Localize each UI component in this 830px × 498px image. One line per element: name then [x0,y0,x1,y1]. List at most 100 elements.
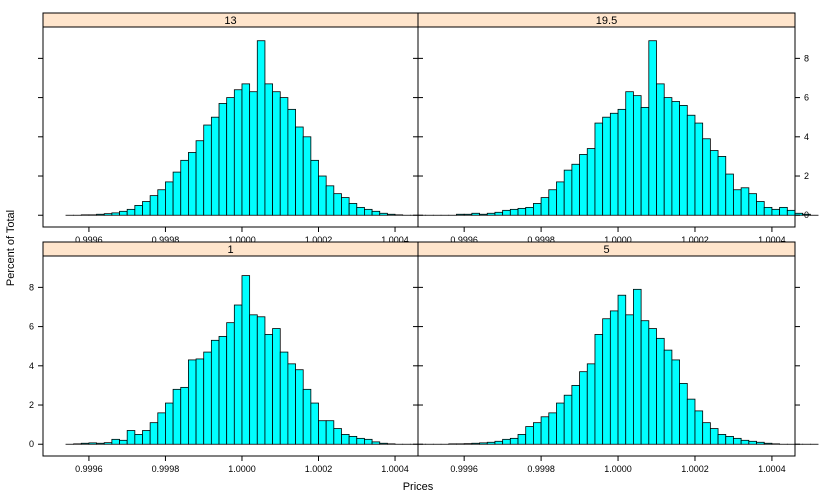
x-tick-label: 0.9996 [450,464,478,474]
histogram-bar [364,208,373,216]
histogram-bar [188,152,197,216]
x-tick-label: 1.0004 [381,235,409,245]
histogram-bar [134,205,143,216]
y-axis-title: Percent of Total [5,210,17,286]
y-tick-label: 8 [804,53,809,63]
panel-1: 13 0.9996 0.9998 1.0000 1.0002 1.0004 [38,12,442,245]
panel-frame [417,26,796,228]
x-tick-label: 0.9998 [152,464,180,474]
histogram-bar [386,213,396,216]
histogram-bar [725,435,734,445]
histogram-bar [594,334,604,445]
y-tick-label: 8 [29,282,34,292]
histogram-bar [295,126,304,216]
histogram-bar [318,175,327,216]
histogram-bar [563,394,573,445]
histogram-bar [733,189,742,216]
histogram-bar [302,388,312,445]
histogram-bar [571,163,580,216]
histogram-bar [702,138,711,216]
histogram-bar [656,83,665,216]
histogram-bar [348,203,358,216]
histogram-bar [509,208,519,216]
histogram-bar [502,209,511,216]
histogram-bar [310,159,319,216]
x-tick-label: 1.0000 [604,464,632,474]
histogram-bar [279,97,289,216]
histogram-bar [80,442,90,445]
histogram-bar [119,439,128,445]
histogram-bar [786,209,796,216]
histogram-bar [471,442,480,445]
histogram-bar [348,435,358,445]
histogram-bar [364,438,373,445]
histogram-bar [295,369,304,445]
x-tick-label: 1.0000 [228,235,256,245]
histogram-bar [111,212,120,216]
histogram-bar [256,40,266,216]
histogram-bar [379,442,388,445]
histogram-bar [586,363,596,445]
histogram-bar [494,440,504,445]
histogram-bar [533,203,542,216]
histogram-bar [233,304,243,445]
x-tick-label: 0.9998 [152,235,180,245]
histogram-bar [686,398,696,445]
histogram-bar [556,181,565,216]
histogram-bar [548,412,557,445]
histogram-bar [165,181,174,216]
histogram-bar [509,437,519,445]
histogram-bar [625,91,634,216]
x-tick-label: 1.0004 [758,464,786,474]
histogram-bar [540,197,550,216]
panel-4: 5 0.9996 0.9998 1.0000 1.0002 1.0004 [413,241,819,474]
strip-label: 1 [227,244,233,256]
histogram-bar [241,83,251,216]
histogram-bar [625,314,634,445]
histogram-bar [579,154,588,216]
histogram-bar [594,122,604,216]
y-tick-label: 4 [29,361,34,371]
histogram-bar [648,328,657,445]
histogram-bar [586,148,596,216]
histogram-bar [165,402,174,445]
histogram-bar [540,416,550,445]
x-tick-label: 1.0002 [305,235,333,245]
histogram-bar [756,441,765,445]
strip-label: 13 [224,15,236,27]
y-tick-label: 0 [29,439,34,449]
histogram-bar [371,210,381,216]
histogram-bar [341,434,350,445]
histogram-bar [479,213,488,216]
y-tick-label: 6 [804,93,809,103]
histogram-bar [663,97,673,216]
histogram-bar [486,441,496,445]
histogram-bar [709,150,719,216]
histogram-bar [249,91,258,216]
histogram-bar [126,208,136,216]
panels-layer: 13 0.9996 0.9998 1.0000 1.0002 1.0004 19.5 0.99… [29,12,819,474]
x-tick-label: 0.9998 [527,464,555,474]
histogram-bar [279,351,289,445]
histogram-bar [463,213,473,216]
x-tick-label: 1.0000 [604,235,632,245]
histogram-bar [210,339,220,445]
histogram-bar [502,438,511,445]
x-tick-label: 0.9996 [450,235,478,245]
x-tick-label: 1.0004 [381,464,409,474]
histogram-bar [195,140,205,216]
histogram-bar [119,210,128,216]
histogram-bar [142,201,151,216]
histogram-bar [96,442,105,445]
histogram-bar [226,322,235,445]
histogram-bar [486,212,496,216]
histogram-bar [648,40,657,216]
histogram-bar [740,187,750,216]
y-tick-label: 2 [29,400,34,410]
y-tick-label: 2 [804,171,809,181]
histogram-bar [563,169,573,216]
histogram-bar [142,430,151,445]
histogram-bar [694,122,704,216]
y-tick-label: 4 [804,132,809,142]
